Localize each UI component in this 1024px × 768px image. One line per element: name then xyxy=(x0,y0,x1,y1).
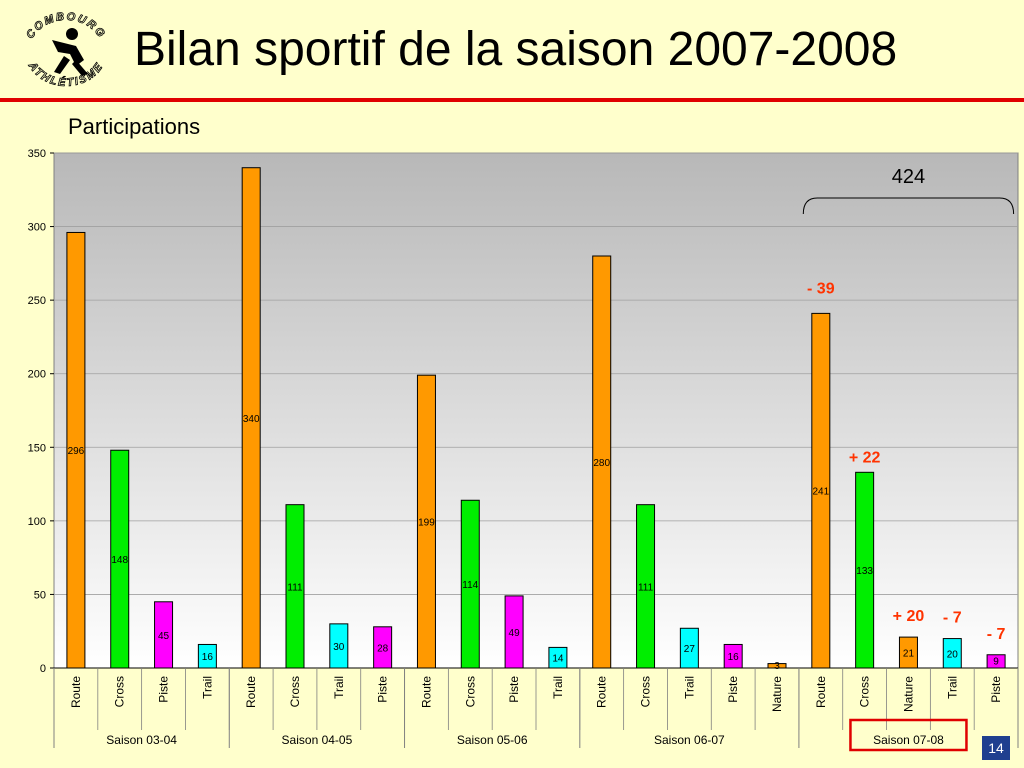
x-tick-label: Route xyxy=(69,676,83,708)
bar-cross xyxy=(636,504,656,669)
change-annotation: - 7 xyxy=(943,610,962,627)
x-tick-label: Piste xyxy=(726,676,740,703)
bar-nature xyxy=(767,663,787,669)
bar-route xyxy=(66,231,86,669)
group-label: Saison 07-08 xyxy=(873,733,944,747)
x-tick-label: Cross xyxy=(113,676,127,707)
x-tick-label: Cross xyxy=(639,676,653,707)
x-tick-label: Trail xyxy=(682,676,696,699)
x-tick-label: Piste xyxy=(157,676,171,703)
data-label: 30 xyxy=(333,642,345,653)
x-tick-label: Piste xyxy=(507,676,521,703)
y-tick-label: 250 xyxy=(28,295,46,307)
x-tick-label: Nature xyxy=(901,676,915,712)
chart-title: Participations xyxy=(68,114,201,139)
data-label: 49 xyxy=(509,628,521,639)
x-tick-label: Route xyxy=(595,676,609,708)
data-label: 9 xyxy=(993,656,999,667)
x-tick-label: Cross xyxy=(858,676,872,707)
bar-trail xyxy=(197,643,217,669)
data-label: 21 xyxy=(903,649,915,660)
data-label: 148 xyxy=(111,555,128,566)
bar-route xyxy=(241,167,261,669)
bar-trail xyxy=(548,646,568,669)
y-tick-label: 350 xyxy=(28,148,46,160)
data-label: 296 xyxy=(68,446,85,457)
participations-bar-chart: 0 50 100 150 200 250 300 350 296 Route 148 Cross 45 P… xyxy=(28,148,1019,752)
y-tick-label: 300 xyxy=(28,222,46,234)
data-label: 111 xyxy=(638,582,654,593)
x-tick-label: Trail xyxy=(945,676,959,699)
x-tick-label: Cross xyxy=(288,676,302,707)
bar-route xyxy=(416,374,436,669)
group-label: Saison 04-05 xyxy=(282,733,353,747)
data-label: 20 xyxy=(947,649,959,660)
data-label: 114 xyxy=(462,580,478,591)
data-label: 27 xyxy=(684,644,696,655)
bracket xyxy=(802,197,1015,215)
group-label: Saison 06-07 xyxy=(654,733,725,747)
svg-text:COMBOURG: COMBOURG xyxy=(24,11,108,41)
group-label: Saison 03-04 xyxy=(106,733,177,747)
group-label: Saison 05-06 xyxy=(457,733,528,747)
bar-trail xyxy=(942,638,962,669)
bracket-total-label: 424 xyxy=(892,166,925,188)
highlight-box xyxy=(849,718,968,752)
bar-cross xyxy=(285,504,305,669)
data-label: 241 xyxy=(812,487,829,498)
data-label: 340 xyxy=(243,414,260,425)
runner-icon xyxy=(52,28,88,76)
bar-route xyxy=(811,312,831,669)
x-tick-label: Trail xyxy=(551,676,565,699)
data-label: 16 xyxy=(202,652,214,663)
bar-piste xyxy=(154,601,174,669)
data-label: 280 xyxy=(593,458,610,469)
bar-piste xyxy=(504,595,524,669)
change-annotation: + 22 xyxy=(849,449,881,466)
bar-piste xyxy=(986,654,1006,669)
x-tick-label: Nature xyxy=(770,676,784,712)
data-label: 45 xyxy=(158,631,170,642)
bar-cross xyxy=(855,471,875,669)
y-tick-label: 150 xyxy=(28,442,46,454)
data-label: 133 xyxy=(856,566,873,577)
y-tick-label: 100 xyxy=(28,516,46,528)
x-tick-label: Route xyxy=(419,676,433,708)
x-tick-label: Piste xyxy=(989,676,1003,703)
x-tick-label: Trail xyxy=(200,676,214,699)
data-label: 16 xyxy=(728,652,740,663)
bar-piste xyxy=(723,643,743,669)
bar-piste xyxy=(373,626,393,669)
y-tick-label: 0 xyxy=(40,663,46,675)
bar-trail xyxy=(329,623,349,669)
change-annotation: - 7 xyxy=(987,626,1006,643)
data-label: 14 xyxy=(552,654,564,665)
bar-trail xyxy=(679,627,699,669)
x-tick-label: Piste xyxy=(376,676,390,703)
data-label: 3 xyxy=(774,661,780,672)
bar-route xyxy=(592,255,612,669)
data-label: 199 xyxy=(418,518,435,529)
change-annotation: + 20 xyxy=(893,608,925,625)
y-tick-label: 50 xyxy=(34,589,46,601)
x-tick-label: Route xyxy=(244,676,258,708)
bar-cross xyxy=(460,499,480,669)
y-tick-label: 200 xyxy=(28,369,46,381)
x-tick-label: Cross xyxy=(463,676,477,707)
x-tick-label: Trail xyxy=(332,676,346,699)
club-logo: COMBOURG ATHLÉTISME xyxy=(24,10,108,89)
data-label: 28 xyxy=(377,643,389,654)
change-annotation: - 39 xyxy=(807,280,835,297)
x-tick-label: Route xyxy=(814,676,828,708)
title-rule xyxy=(0,98,1024,102)
bar-cross xyxy=(110,449,130,669)
slide-title: Bilan sportif de la saison 2007-2008 xyxy=(134,23,898,76)
bar-nature xyxy=(898,636,918,669)
page-number: 14 xyxy=(982,736,1010,760)
data-label: 111 xyxy=(287,582,303,593)
